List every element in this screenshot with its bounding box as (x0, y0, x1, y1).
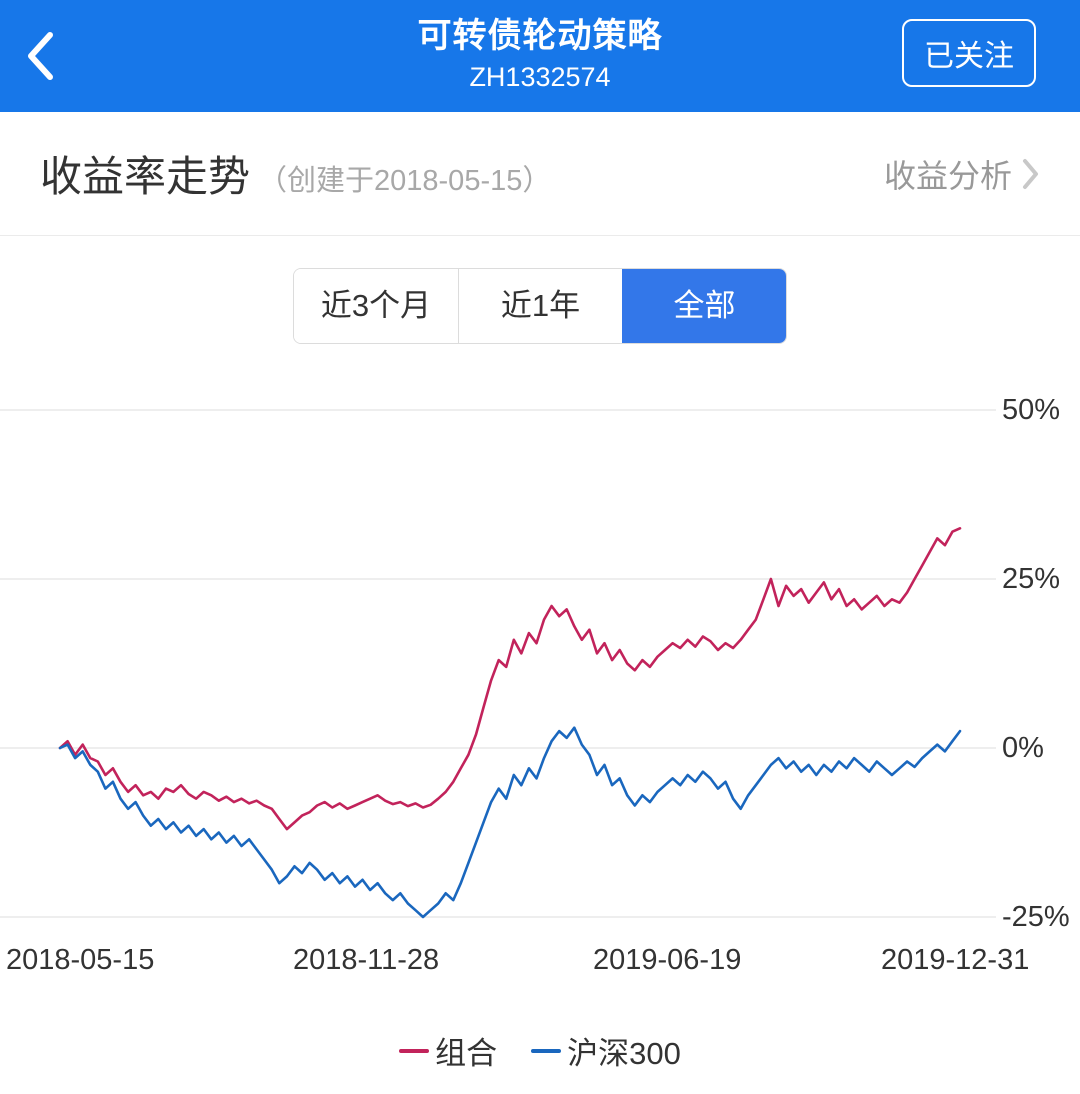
tab-3months[interactable]: 近3个月 (294, 269, 458, 343)
tabs-row: 近3个月 近1年 全部 (0, 236, 1080, 376)
range-tabs: 近3个月 近1年 全部 (293, 268, 787, 344)
profit-analysis-link[interactable]: 收益分析 (884, 151, 1040, 197)
x-axis-label-2: 2018-11-28 (293, 944, 440, 976)
y-axis-label-neg25: -25% (1002, 901, 1070, 933)
chart-legend: 组合 沪深300 (0, 1028, 1080, 1073)
created-date: （创建于2018-05-15） (258, 164, 552, 197)
y-axis-label-0: 0% (1002, 732, 1044, 764)
section-title: 收益率走势 (40, 153, 251, 200)
follow-button[interactable]: 已关注 (902, 19, 1036, 87)
portfolio-line-swatch (399, 1048, 430, 1053)
legend-portfolio-label: 组合 (435, 1036, 498, 1071)
legend-portfolio: 组合 (399, 1028, 497, 1073)
profit-analysis-label: 收益分析 (883, 157, 1012, 194)
y-axis-label-25: 25% (1002, 563, 1061, 595)
csi300-line-swatch (531, 1048, 562, 1053)
returns-chart: 50% 25% 0% -25% 2018-05-15 2018-11-28 20… (0, 382, 1080, 1014)
app-header: 可转债轮动策略 ZH1332574 已关注 (0, 0, 1080, 112)
y-axis-label-50: 50% (1002, 394, 1061, 426)
tab-1year[interactable]: 近1年 (458, 269, 622, 343)
chart-canvas (0, 409, 996, 919)
legend-csi300: 沪深300 (531, 1028, 681, 1073)
page-title: 可转债轮动策略 (417, 17, 663, 55)
x-axis-label-3: 2019-06-19 (593, 944, 742, 976)
page-subtitle: ZH1332574 (469, 62, 611, 92)
x-axis-label-start: 2018-05-15 (6, 944, 155, 976)
header-titles: 可转债轮动策略 ZH1332574 (0, 0, 1080, 95)
back-button[interactable] (24, 30, 60, 82)
legend-csi300-label: 沪深300 (567, 1036, 681, 1071)
x-axis-label-end: 2019-12-31 (881, 944, 1030, 976)
chevron-right-icon (1023, 158, 1038, 189)
back-chevron-icon (28, 32, 53, 80)
section-header: 收益率走势 （创建于2018-05-15） 收益分析 (0, 112, 1080, 236)
tab-all[interactable]: 全部 (622, 269, 786, 343)
